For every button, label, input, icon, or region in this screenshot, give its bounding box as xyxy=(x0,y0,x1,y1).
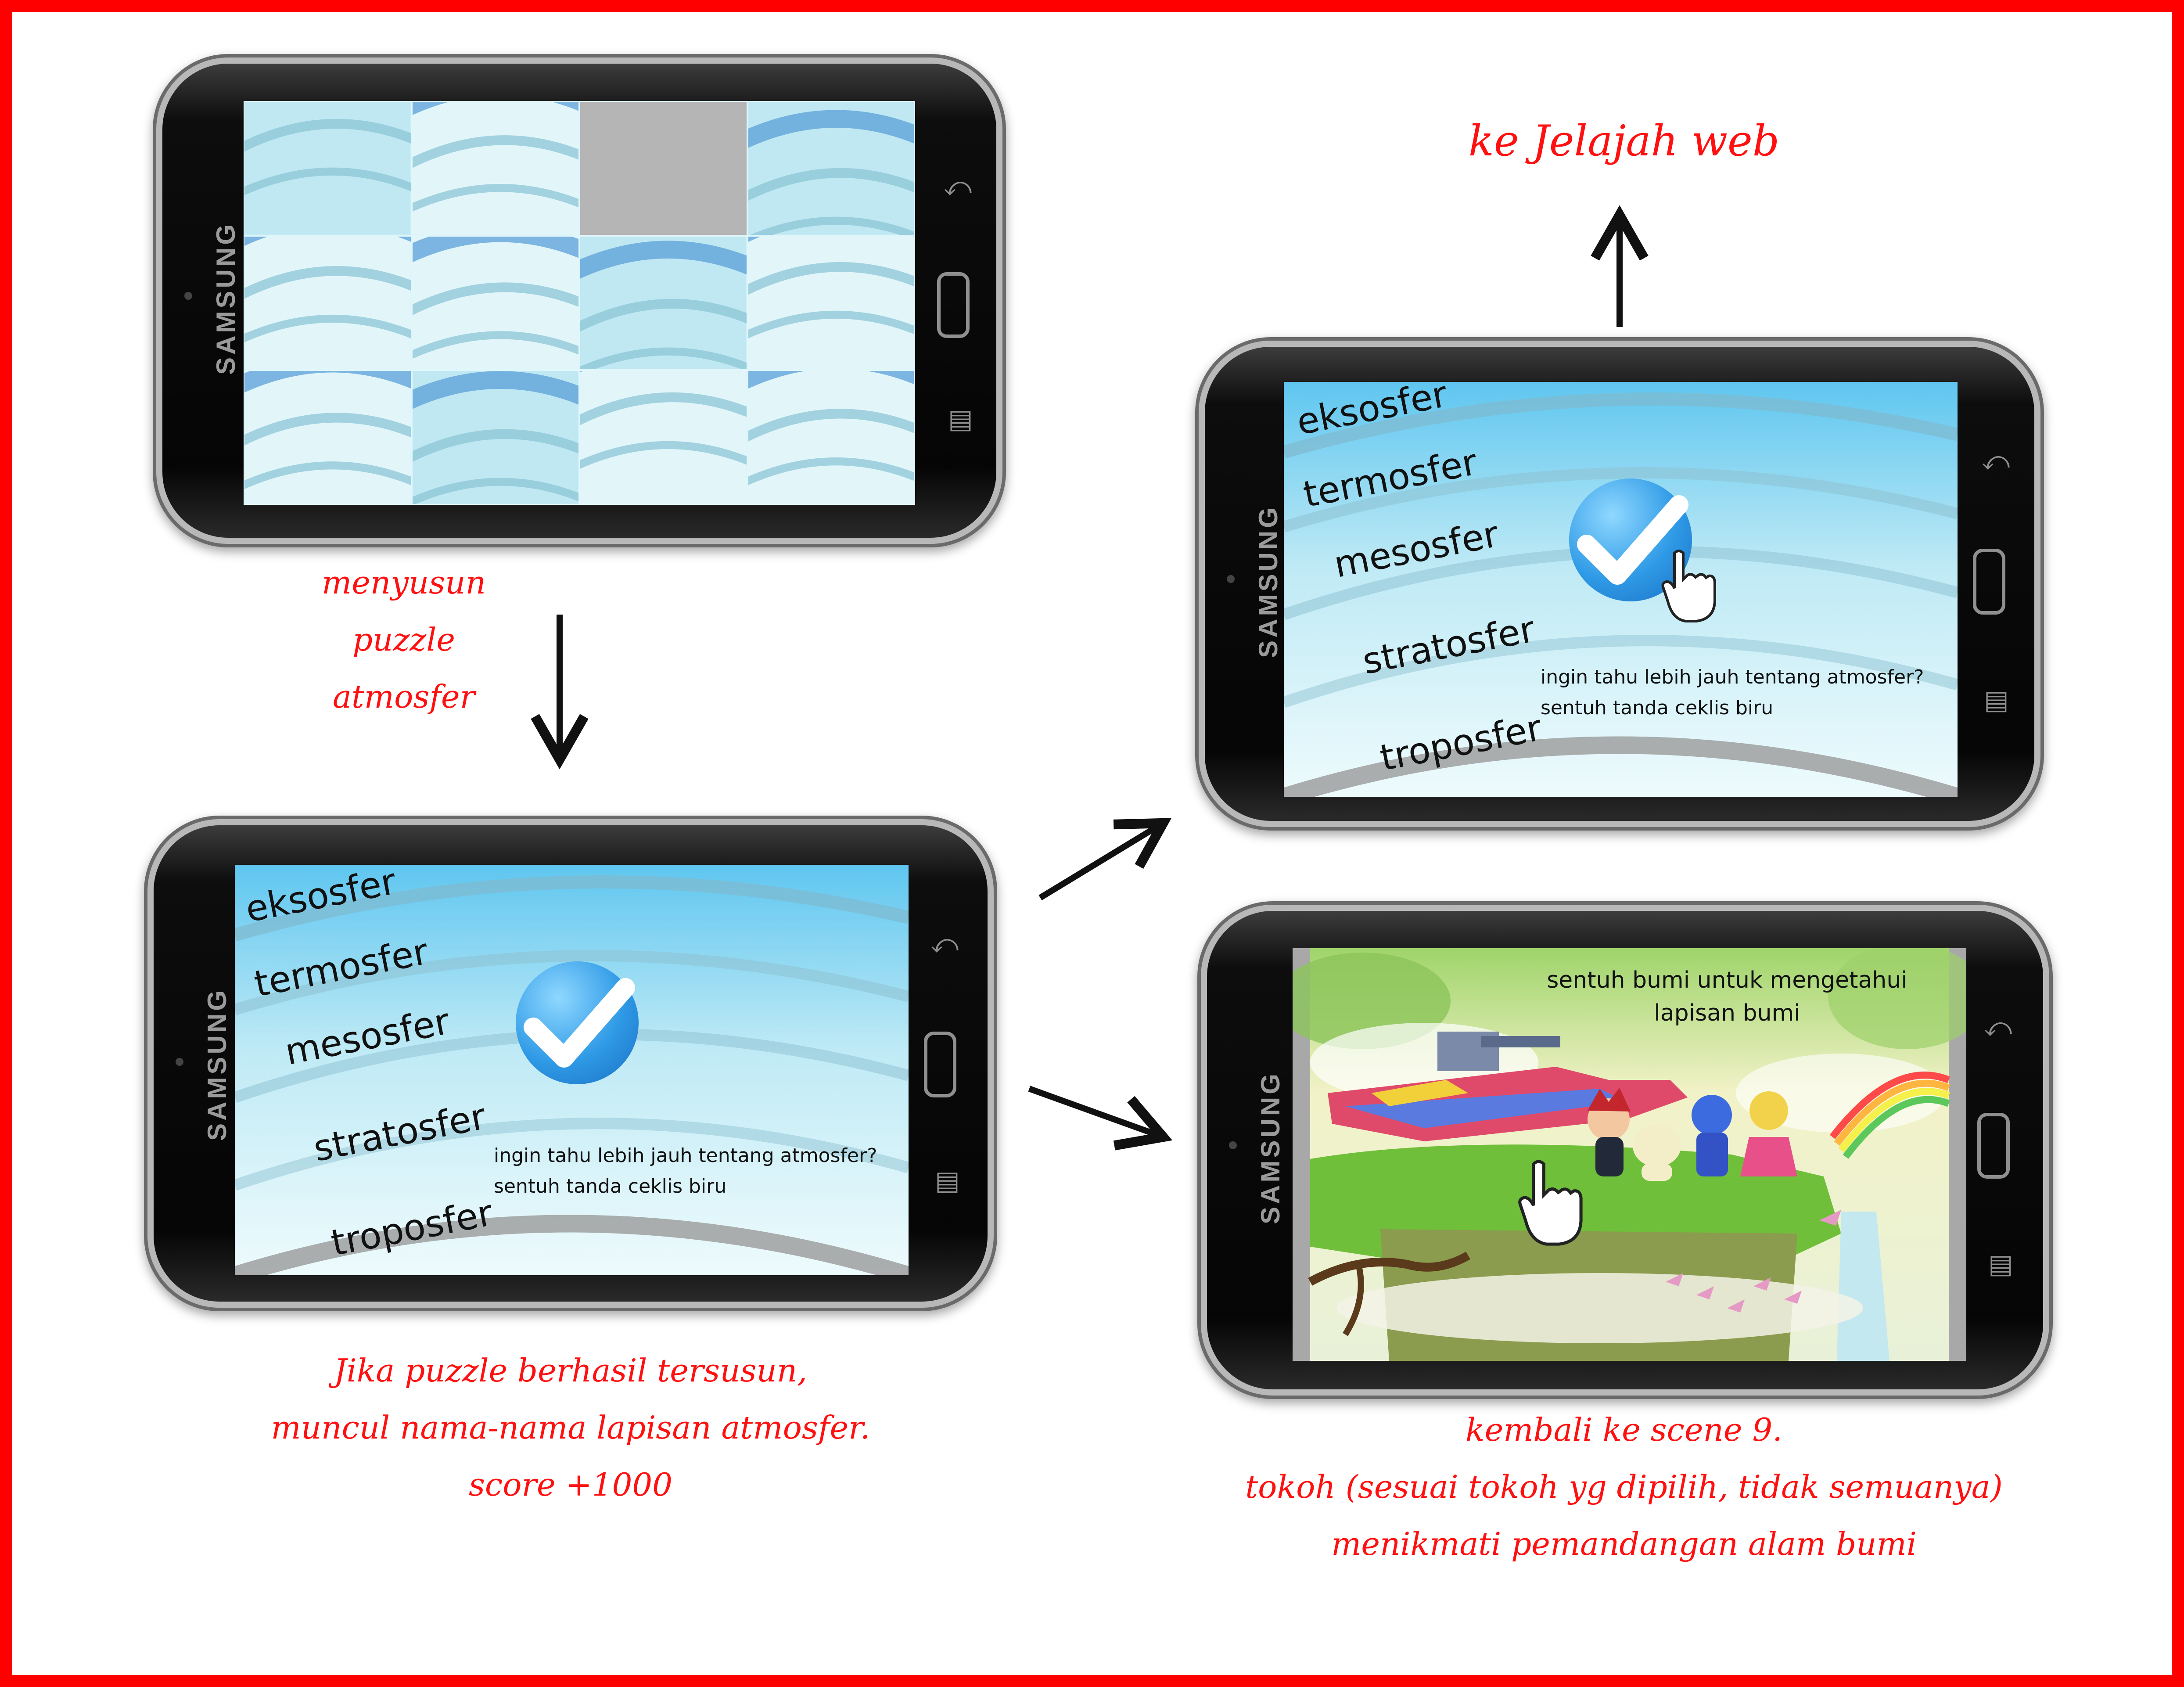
arrow-up-right xyxy=(1038,818,1172,900)
scene-instruction-line-1: sentuh bumi untuk mengetahui xyxy=(1547,967,1907,993)
scene-instruction-line-2: lapisan bumi xyxy=(1654,1000,1800,1026)
puzzle-tile[interactable] xyxy=(412,102,578,235)
puzzle-tile[interactable] xyxy=(244,371,411,504)
phone-web: SAMSUNG ⤺ ▤ eksosfer termosfer mesosfer … xyxy=(1205,347,2034,821)
puzzle-tile[interactable] xyxy=(244,102,411,235)
puzzle-tile[interactable] xyxy=(748,236,914,370)
caption-scene9-line-1: kembali ke scene 9. xyxy=(1465,1411,1783,1448)
blue-check-button[interactable] xyxy=(516,961,639,1084)
phone-result: SAMSUNG ⤺ ▤ eksosfer termosfer mesosfer … xyxy=(154,825,988,1302)
phone-puzzle: SAMSUNG ⤺ ▤ xyxy=(162,64,996,538)
home-button[interactable] xyxy=(1973,549,2005,615)
phone-scene9: SAMSUNG ⤺ ▤ xyxy=(1207,911,2043,1389)
home-button[interactable] xyxy=(1977,1113,2010,1179)
menu-icon[interactable]: ▤ xyxy=(935,1165,960,1196)
menu-icon[interactable]: ▤ xyxy=(1988,1249,2013,1280)
caption-puzzle-line-3: atmosfer xyxy=(332,678,475,715)
back-icon[interactable]: ⤺ xyxy=(1982,446,2010,476)
caption-jelajah-web: ke Jelajah web xyxy=(1468,116,1780,165)
checkmark-icon xyxy=(524,978,635,1068)
pointer-hand-icon xyxy=(1518,1160,1583,1246)
caption-puzzle-line-1: menyusun xyxy=(322,564,486,601)
puzzle-empty-slot[interactable] xyxy=(580,102,747,235)
caption-result-line-3: score +1000 xyxy=(468,1466,673,1503)
arrow-down-right xyxy=(1028,1086,1173,1151)
web-screen: eksosfer termosfer mesosfer stratosfer t… xyxy=(1284,382,1958,797)
puzzle-tile[interactable] xyxy=(580,236,747,370)
info-line-2: sentuh tanda ceklis biru xyxy=(1541,697,1774,719)
scene9-screen: sentuh bumi untuk mengetahui lapisan bum… xyxy=(1293,948,1966,1361)
result-screen: eksosfer termosfer mesosfer stratosfer t… xyxy=(235,865,909,1275)
puzzle-tile[interactable] xyxy=(244,236,411,370)
caption-result-line-2: muncul nama-nama lapisan atmosfer. xyxy=(271,1409,870,1446)
pointer-hand-icon xyxy=(1661,550,1716,622)
caption-result-line-1: Jika puzzle berhasil tersusun, xyxy=(334,1352,808,1389)
back-icon[interactable]: ⤺ xyxy=(930,928,959,959)
puzzle-screen xyxy=(244,101,915,505)
menu-icon[interactable]: ▤ xyxy=(1984,685,2009,716)
puzzle-tile[interactable] xyxy=(748,102,914,235)
info-line-1: ingin tahu lebih jauh tentang atmosfer? xyxy=(1541,666,1924,688)
caption-scene9-line-2: tokoh (sesuai tokoh yg dipilih, tidak se… xyxy=(1245,1468,2003,1505)
info-line-1: ingin tahu lebih jauh tentang atmosfer? xyxy=(494,1144,877,1167)
back-icon[interactable]: ⤺ xyxy=(944,171,972,202)
puzzle-tile[interactable] xyxy=(748,371,914,504)
home-button[interactable] xyxy=(924,1032,956,1097)
back-icon[interactable]: ⤺ xyxy=(1984,1012,2012,1043)
caption-scene9-line-3: menikmati pemandangan alam bumi xyxy=(1331,1525,1917,1562)
menu-icon[interactable]: ▤ xyxy=(948,404,973,435)
puzzle-tile[interactable] xyxy=(412,236,578,370)
caption-puzzle-line-2: puzzle xyxy=(352,621,455,658)
checkmark-icon xyxy=(1577,495,1688,585)
home-button[interactable] xyxy=(937,272,970,338)
blue-check-button[interactable] xyxy=(1569,478,1692,601)
puzzle-tile[interactable] xyxy=(412,371,578,504)
puzzle-tile[interactable] xyxy=(580,371,747,504)
info-line-2: sentuh tanda ceklis biru xyxy=(494,1175,727,1198)
